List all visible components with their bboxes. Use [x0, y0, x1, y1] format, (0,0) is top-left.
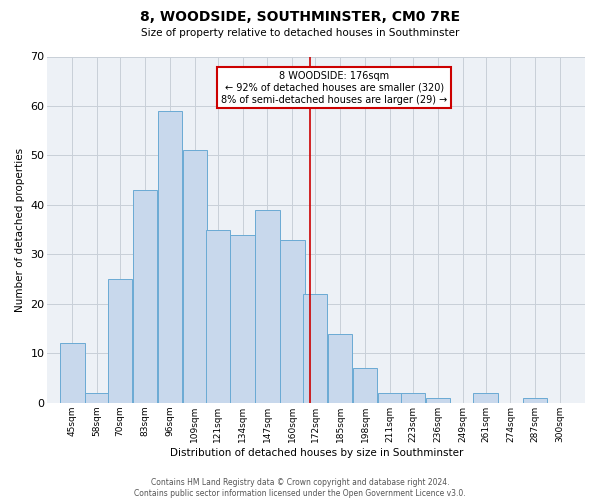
Y-axis label: Number of detached properties: Number of detached properties: [15, 148, 25, 312]
Bar: [303, 294, 328, 403]
Bar: [328, 334, 352, 403]
Bar: [280, 240, 305, 403]
Bar: [473, 393, 498, 403]
Bar: [255, 210, 280, 403]
Bar: [425, 398, 450, 403]
Bar: [401, 393, 425, 403]
Text: 8, WOODSIDE, SOUTHMINSTER, CM0 7RE: 8, WOODSIDE, SOUTHMINSTER, CM0 7RE: [140, 10, 460, 24]
Text: Size of property relative to detached houses in Southminster: Size of property relative to detached ho…: [141, 28, 459, 38]
Bar: [158, 111, 182, 403]
Bar: [182, 150, 207, 403]
Bar: [133, 190, 157, 403]
Bar: [353, 368, 377, 403]
Text: 8 WOODSIDE: 176sqm
← 92% of detached houses are smaller (320)
8% of semi-detache: 8 WOODSIDE: 176sqm ← 92% of detached hou…: [221, 72, 448, 104]
Bar: [230, 234, 255, 403]
Bar: [523, 398, 547, 403]
Bar: [108, 279, 133, 403]
Bar: [377, 393, 402, 403]
Bar: [206, 230, 230, 403]
X-axis label: Distribution of detached houses by size in Southminster: Distribution of detached houses by size …: [170, 448, 463, 458]
Text: Contains HM Land Registry data © Crown copyright and database right 2024.
Contai: Contains HM Land Registry data © Crown c…: [134, 478, 466, 498]
Bar: [85, 393, 109, 403]
Bar: [60, 344, 85, 403]
